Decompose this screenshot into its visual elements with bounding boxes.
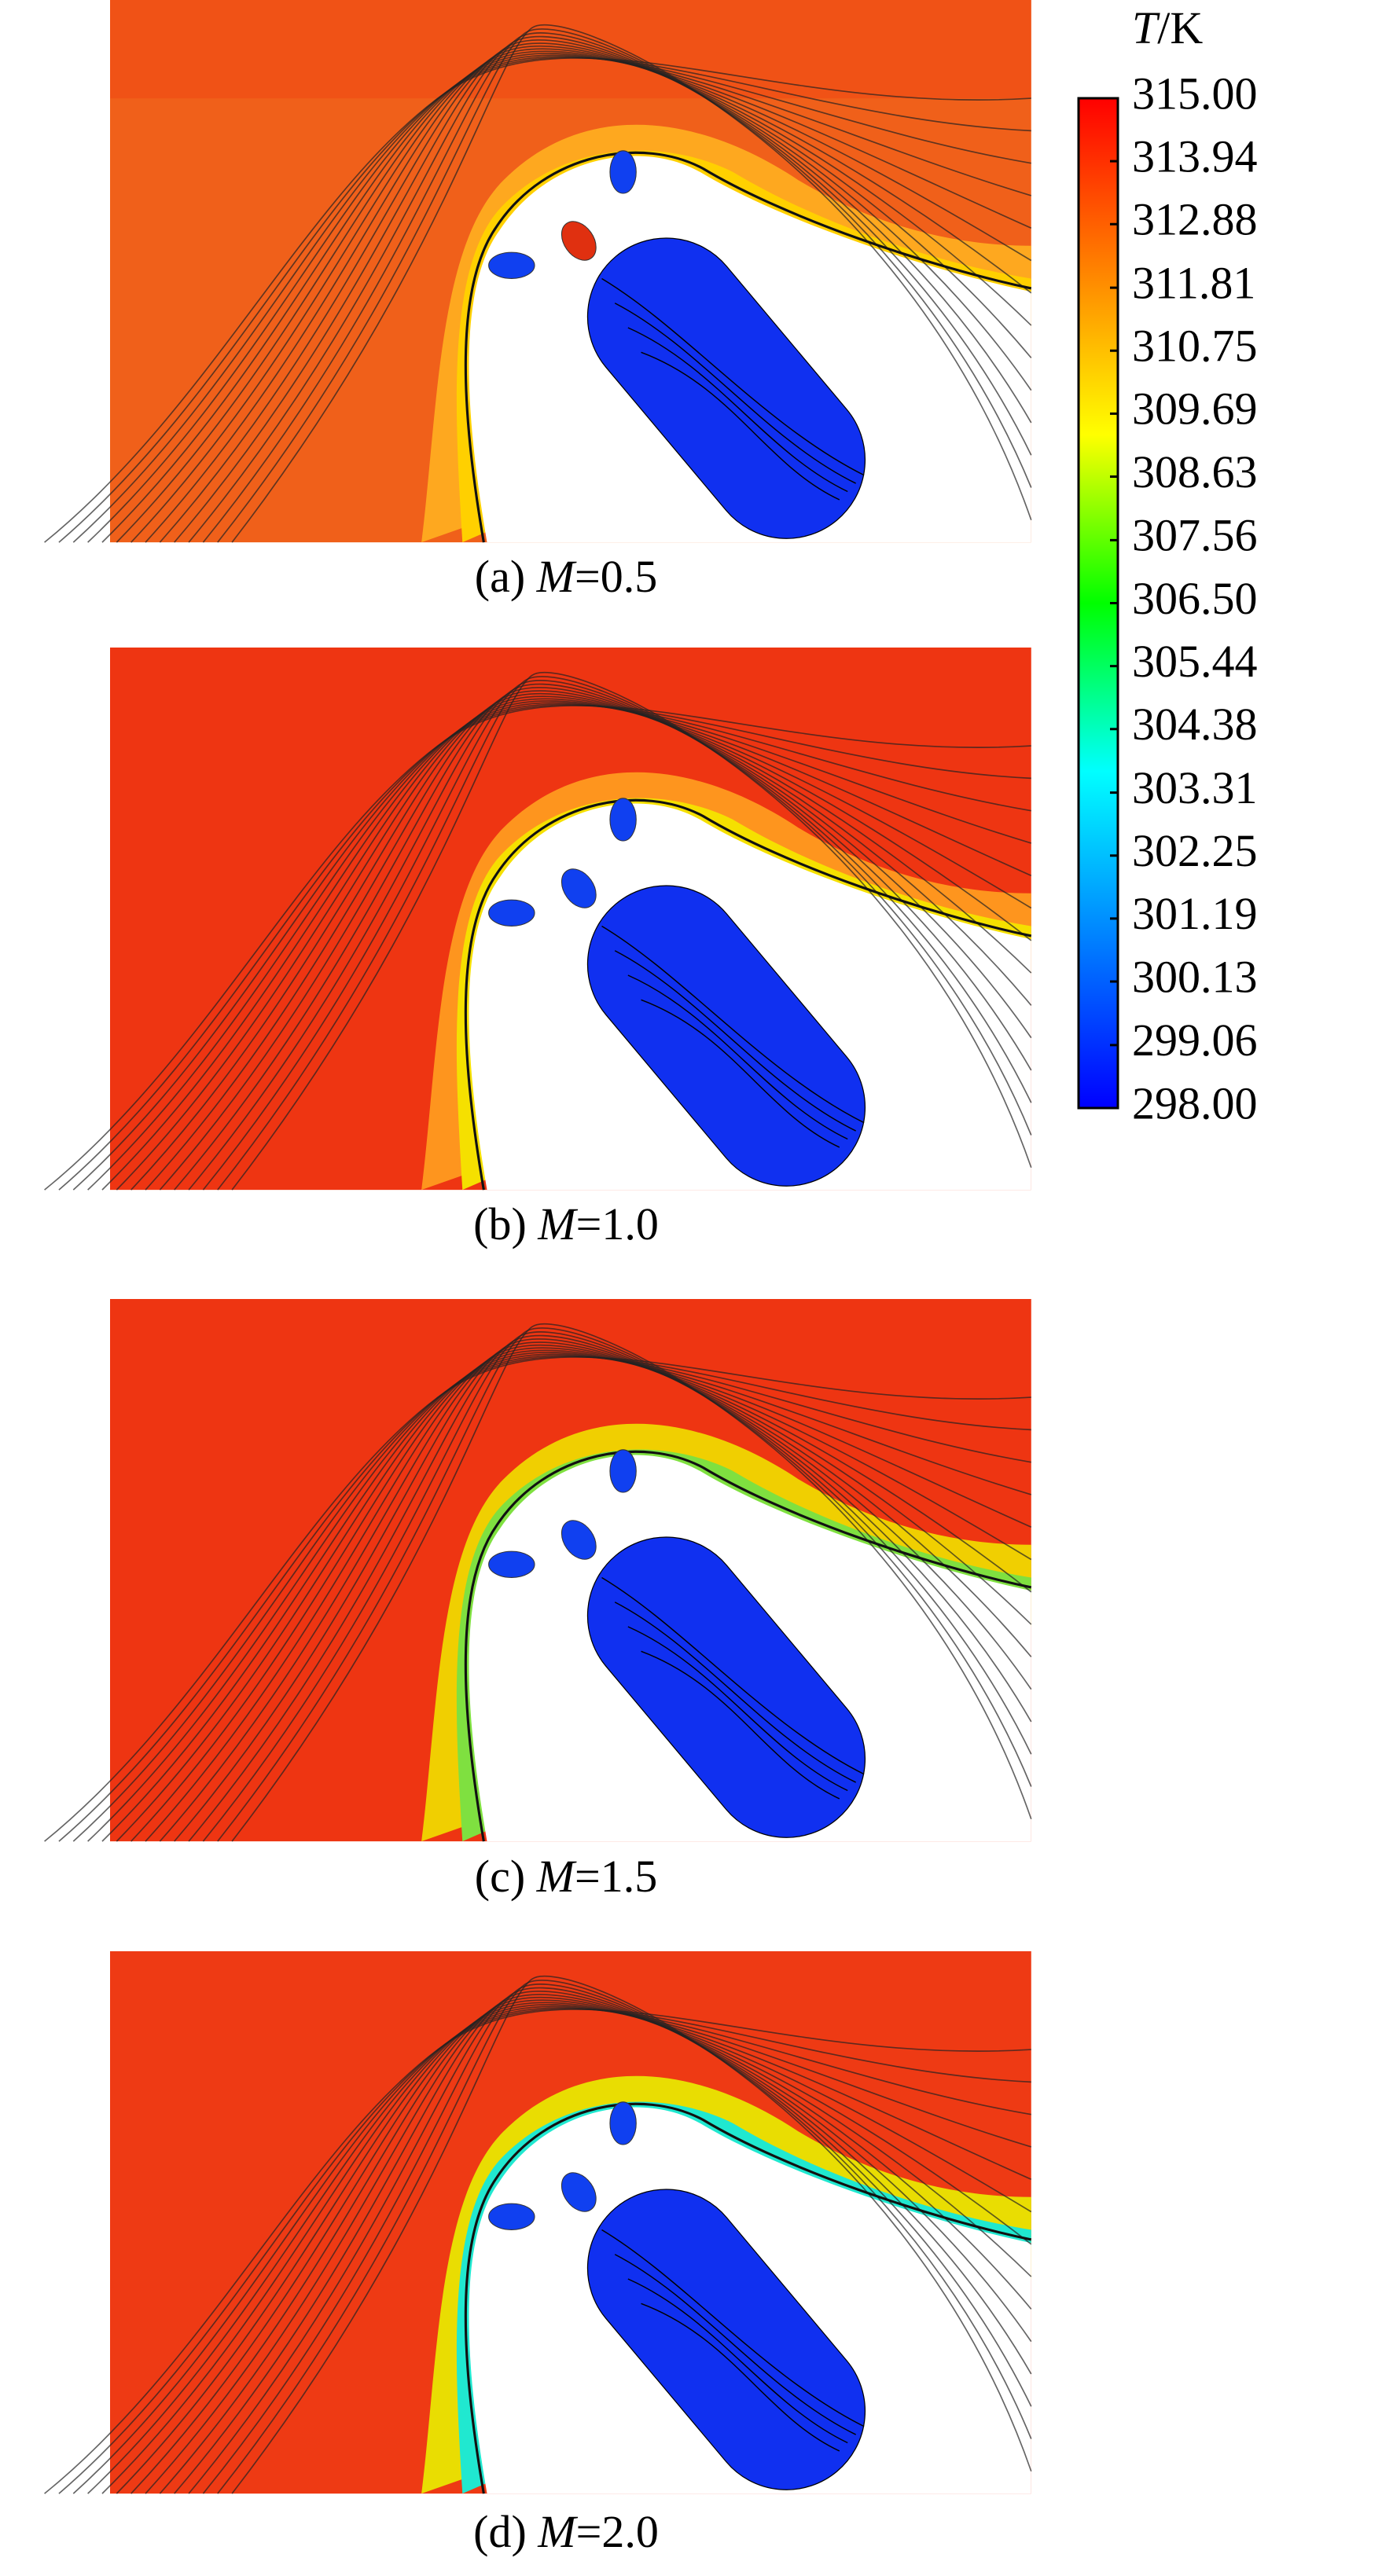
panel-caption: (b) M=1.0 xyxy=(473,1198,659,1249)
caption-label: (a) xyxy=(475,551,525,602)
streamline xyxy=(231,1323,1032,1842)
body-streamline xyxy=(641,999,840,1148)
body-streamline xyxy=(614,2254,856,2435)
body-streamline xyxy=(614,303,856,484)
caption-symbol: M xyxy=(536,1851,577,1902)
body-streamline xyxy=(614,950,856,1132)
hole xyxy=(561,868,597,908)
blue-body xyxy=(586,237,866,539)
hole xyxy=(488,899,535,927)
body-streamline xyxy=(627,974,848,1140)
body-streamline xyxy=(601,2229,865,2427)
colorbar-tick-label: 308.63 xyxy=(1132,446,1258,497)
body-streamline xyxy=(627,1626,848,1792)
colorbar-tick-label: 301.19 xyxy=(1132,888,1258,939)
streamline xyxy=(217,1980,1032,2494)
hole xyxy=(561,221,597,261)
body-streamline xyxy=(641,351,840,501)
colorbar-tick-label: 305.44 xyxy=(1132,636,1258,687)
colorbar-tick-label: 298.00 xyxy=(1132,1077,1258,1128)
body-streamline xyxy=(627,2278,848,2444)
hole xyxy=(488,251,535,279)
hole xyxy=(561,2172,597,2212)
wall-streamline xyxy=(464,1450,1032,1842)
body-streamline xyxy=(627,327,848,493)
streamline xyxy=(231,24,1032,543)
caption-label: (d) xyxy=(473,2506,527,2557)
blue-body xyxy=(586,2189,866,2490)
colorbar-tick-label: 307.56 xyxy=(1132,510,1258,561)
panel-caption: (d) M=2.0 xyxy=(473,2506,659,2557)
body-streamline xyxy=(614,1602,856,1783)
body-streamline xyxy=(601,277,865,476)
body-streamline xyxy=(641,1650,840,1800)
blue-body xyxy=(586,885,866,1187)
colorbar-tick-label: 312.88 xyxy=(1132,194,1258,245)
flow-panel xyxy=(44,1299,1032,1842)
panel-caption: (c) M=1.5 xyxy=(475,1851,657,1902)
colorbar-tick-label: 315.00 xyxy=(1132,68,1258,119)
streamline xyxy=(231,1975,1032,2494)
caption-space xyxy=(527,2506,538,2557)
hole xyxy=(609,798,637,842)
streamline xyxy=(217,676,1032,1191)
wall-streamline xyxy=(464,2102,1032,2494)
colorbar-tick-label: 300.13 xyxy=(1132,951,1258,1002)
wall-streamline xyxy=(464,151,1032,543)
colorbar-symbol: T xyxy=(1132,2,1160,53)
colorbar-tick-label: 309.69 xyxy=(1132,383,1258,435)
colorbar-tick-label: 299.06 xyxy=(1132,1015,1258,1066)
colorbar-title: T/K xyxy=(1132,2,1203,53)
caption-value: =1.5 xyxy=(575,1851,657,1902)
caption-symbol: M xyxy=(537,2506,578,2557)
colorbar-tick-label: 306.50 xyxy=(1132,573,1258,624)
caption-label: (c) xyxy=(475,1851,525,1902)
hole xyxy=(561,1520,597,1560)
hole xyxy=(609,150,637,194)
body-streamline xyxy=(641,2303,840,2452)
colorbar-tick-label: 302.25 xyxy=(1132,825,1258,876)
body-streamline xyxy=(601,1576,865,1775)
wall-streamline xyxy=(464,798,1032,1191)
caption-space xyxy=(525,1851,537,1902)
caption-value: =2.0 xyxy=(576,2506,659,2557)
colorbar-tick-label: 310.75 xyxy=(1132,321,1258,372)
caption-label: (b) xyxy=(473,1198,527,1249)
body-streamline xyxy=(601,925,865,1124)
flow-panel xyxy=(44,648,1032,1191)
flow-panel xyxy=(44,0,1032,543)
streamline xyxy=(217,1327,1032,1842)
streamline xyxy=(231,671,1032,1191)
hole xyxy=(609,2101,637,2145)
colorbar-tick-label: 311.81 xyxy=(1132,257,1255,308)
caption-symbol: M xyxy=(536,551,577,602)
colorbar-tick-label: 303.31 xyxy=(1132,762,1258,813)
hole xyxy=(609,1449,637,1493)
caption-value: =1.0 xyxy=(576,1198,659,1249)
streamline xyxy=(217,28,1032,543)
caption-space xyxy=(525,551,537,602)
flow-panel xyxy=(44,1951,1032,2494)
blue-body xyxy=(586,1536,866,1838)
colorbar-tick-label: 304.38 xyxy=(1132,699,1258,750)
caption-value: =0.5 xyxy=(575,551,657,602)
caption-space xyxy=(527,1198,538,1249)
colorbar-unit: /K xyxy=(1157,2,1203,53)
colorbar-tick-label: 313.94 xyxy=(1132,130,1258,182)
caption-symbol: M xyxy=(537,1198,578,1249)
hole xyxy=(488,1550,535,1578)
panel-caption: (a) M=0.5 xyxy=(475,551,657,602)
hole xyxy=(488,2203,535,2230)
